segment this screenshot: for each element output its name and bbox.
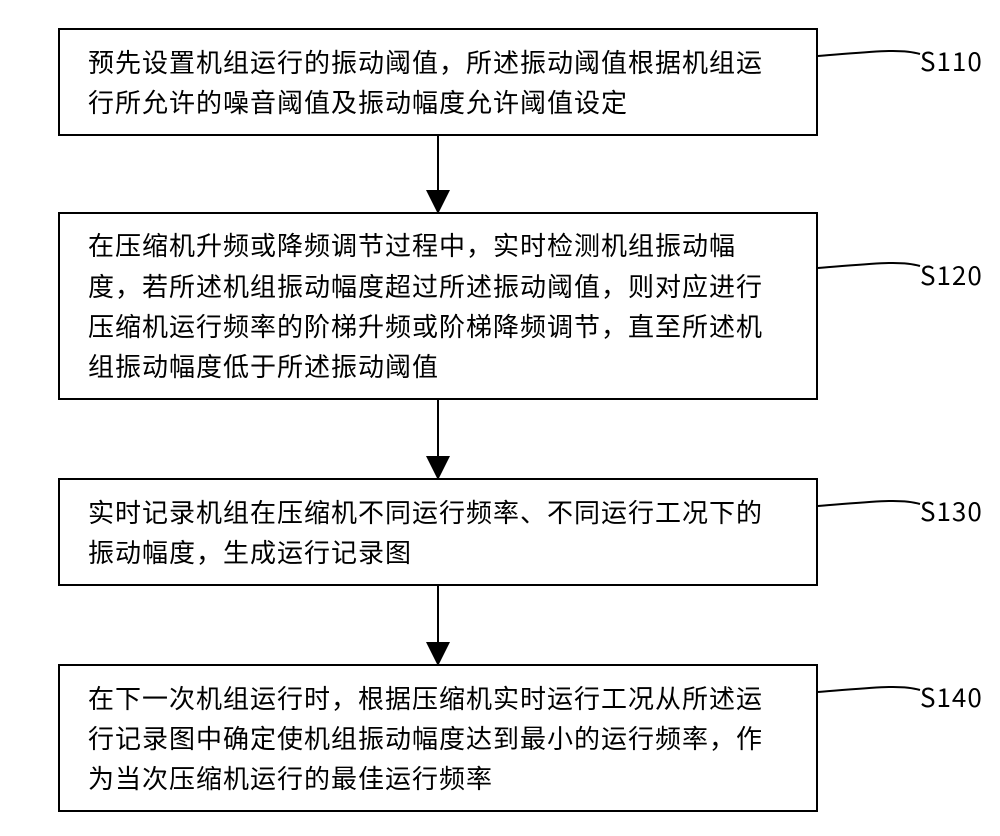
- step-label-s120: S120: [920, 256, 983, 293]
- flow-node-s130: 实时记录机组在压缩机不同运行频率、不同运行工况下的振动幅度，生成运行记录图: [58, 478, 818, 586]
- flow-node-s130-text: 实时记录机组在压缩机不同运行频率、不同运行工况下的振动幅度，生成运行记录图: [88, 492, 788, 573]
- step-label-s140: S140: [920, 678, 983, 715]
- flow-node-s110: 预先设置机组运行的振动阈值，所述振动阈值根据机组运行所允许的噪音阈值及振动幅度允…: [58, 28, 818, 136]
- step-label-s110: S110: [920, 42, 983, 79]
- step-label-s130: S130: [920, 492, 983, 529]
- flow-node-s140: 在下一次机组运行时，根据压缩机实时运行工况从所述运行记录图中确定使机组振动幅度达…: [58, 664, 818, 812]
- flow-node-s110-text: 预先设置机组运行的振动阈值，所述振动阈值根据机组运行所允许的噪音阈值及振动幅度允…: [88, 42, 788, 123]
- flowchart-canvas: 预先设置机组运行的振动阈值，所述振动阈值根据机组运行所允许的噪音阈值及振动幅度允…: [0, 0, 1000, 836]
- flow-node-s140-text: 在下一次机组运行时，根据压缩机实时运行工况从所述运行记录图中确定使机组振动幅度达…: [88, 678, 788, 799]
- flow-node-s120-text: 在压缩机升频或降频调节过程中，实时检测机组振动幅度，若所述机组振动幅度超过所述振…: [88, 225, 788, 386]
- flow-node-s120: 在压缩机升频或降频调节过程中，实时检测机组振动幅度，若所述机组振动幅度超过所述振…: [58, 212, 818, 400]
